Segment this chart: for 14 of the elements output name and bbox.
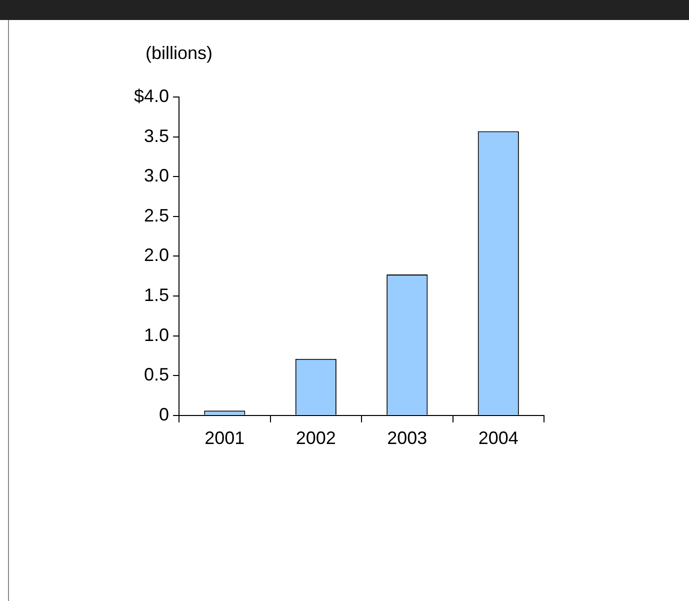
x-tick-label: 2001 (204, 428, 245, 448)
y-tick-label: 1.5 (144, 284, 170, 305)
x-tick-label: 2002 (296, 428, 336, 448)
x-tick-label: 2004 (478, 428, 518, 448)
y-tick-label: 3.0 (144, 166, 170, 186)
y-tick-label: 1.0 (144, 324, 170, 345)
y-tick-label: $4.0 (134, 86, 170, 106)
y-tick-label: 0 (159, 404, 170, 424)
x-tick-label: 2003 (387, 428, 428, 448)
y-tick-label: 2.5 (144, 205, 170, 226)
y-axis-title: (billions) (146, 42, 213, 63)
y-tick-label: 2.0 (144, 245, 170, 266)
y-tick-label: 0.5 (144, 364, 170, 385)
y-tick-label: 3.5 (144, 126, 170, 146)
